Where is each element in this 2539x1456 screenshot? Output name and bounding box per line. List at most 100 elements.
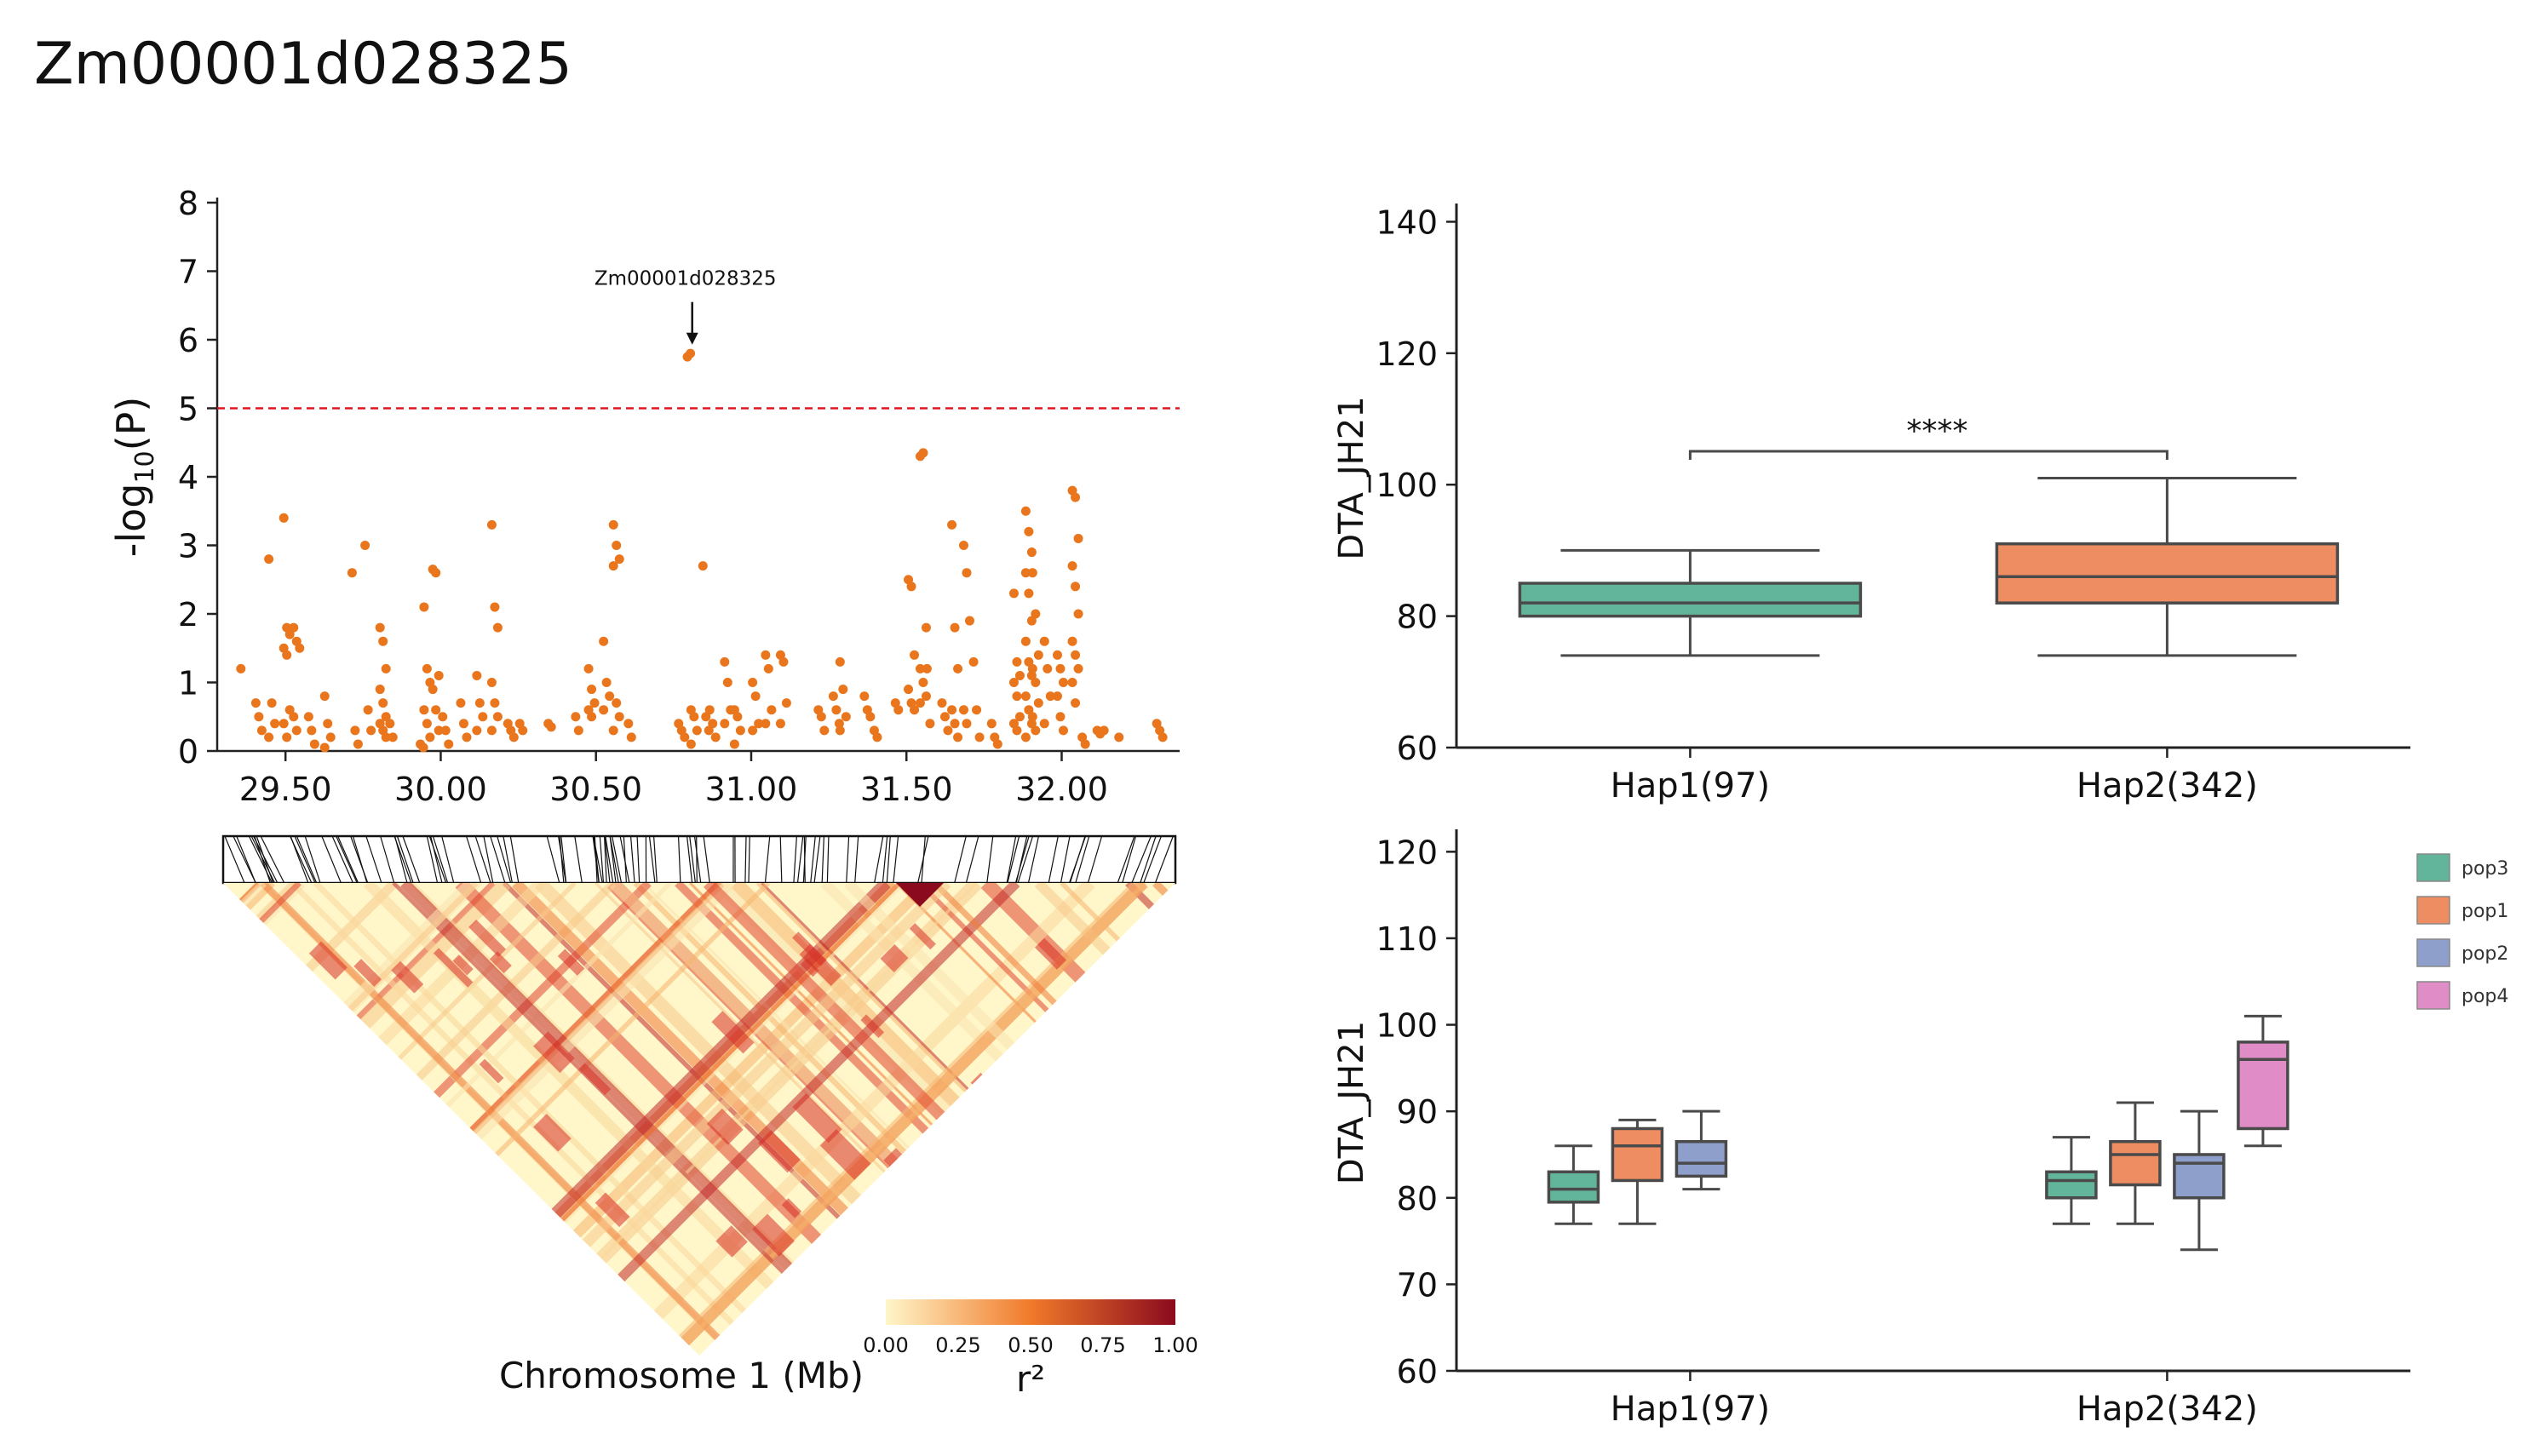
snp-point — [254, 712, 264, 722]
ld-marker-link — [1048, 835, 1059, 884]
ld-band — [980, 883, 1175, 1356]
ld-bands — [223, 883, 1175, 1356]
ld-marker-link — [509, 835, 520, 884]
ld-marker-link — [254, 835, 272, 884]
ld-marker-strip — [221, 834, 1177, 885]
snp-point — [835, 725, 845, 736]
y-tick-label: 7 — [178, 254, 198, 291]
snp-point — [1067, 636, 1077, 646]
ld-marker-link — [426, 835, 439, 884]
snp-point — [1031, 609, 1041, 619]
snp-point — [385, 719, 395, 729]
ld-block — [715, 1225, 748, 1258]
y-tick-label: 2 — [178, 596, 198, 633]
ld-marker-link — [821, 835, 824, 884]
colorbar-tick-label: 0.25 — [935, 1333, 980, 1357]
ld-block — [909, 923, 936, 950]
y-tick-label: 80 — [1397, 1180, 1438, 1218]
snp-point — [1026, 670, 1037, 680]
ld-marker-link — [696, 835, 698, 884]
ld-marker-link — [609, 835, 617, 884]
y-tick-label: 5 — [178, 391, 198, 428]
ld-marker-link — [465, 835, 482, 884]
snp-point — [838, 685, 848, 695]
snp-point — [947, 519, 957, 530]
snp-point — [363, 705, 373, 715]
snp-point — [778, 656, 789, 667]
snp-point — [366, 725, 376, 736]
ld-block — [357, 1165, 401, 1209]
ld-marker-link — [779, 835, 783, 884]
ld-colorbar — [886, 1299, 1175, 1325]
snp-point — [375, 622, 385, 633]
snp-point — [599, 705, 609, 715]
ld-marker-link — [1131, 835, 1152, 884]
ld-block — [533, 1114, 572, 1152]
x-tick-label: 30.00 — [394, 771, 487, 808]
x-tick-label: Hap1(97) — [1611, 1390, 1771, 1429]
ld-marker-link — [604, 835, 607, 884]
snp-point — [698, 561, 708, 571]
ld-marker-link — [652, 835, 658, 884]
y-tick-label: 80 — [1397, 599, 1438, 636]
ld-block — [578, 1063, 612, 1096]
ld-marker-link — [432, 835, 449, 884]
snp-point — [958, 705, 968, 715]
snp-point — [319, 691, 330, 702]
box-pop3 — [1547, 1170, 1600, 1204]
x-tick-label: 32.00 — [1015, 771, 1108, 808]
snp-point — [381, 663, 391, 674]
snp-point — [939, 712, 950, 722]
ld-marker-link — [921, 835, 926, 884]
snp-point — [1027, 663, 1037, 674]
snp-point — [546, 722, 556, 732]
x-tick-label: 31.00 — [705, 771, 798, 808]
snp-point — [462, 732, 472, 742]
ld-block — [406, 1155, 450, 1199]
y-axis-label: DTA_JH21 — [1332, 396, 1371, 559]
ld-marker-link — [304, 835, 321, 884]
snp-point — [1067, 678, 1077, 687]
snp-point — [953, 663, 963, 674]
snp-point — [419, 705, 429, 715]
ld-block — [328, 1107, 379, 1158]
snp-point — [623, 719, 634, 729]
annotation-arrowhead — [686, 332, 698, 345]
snp-point — [472, 670, 482, 680]
snp-point — [614, 554, 624, 565]
snp-point — [1024, 705, 1034, 715]
snp-point — [704, 705, 715, 715]
ld-band — [223, 883, 511, 1356]
snp-point — [1052, 650, 1062, 660]
ld-marker-link — [233, 835, 256, 884]
snp-point — [378, 636, 388, 646]
snp-point — [767, 705, 777, 715]
snp-point — [291, 725, 302, 736]
snp-point — [508, 732, 519, 742]
box-pop3 — [1518, 582, 1863, 618]
snp-point — [267, 698, 277, 708]
snp-point — [1020, 636, 1031, 646]
snp-point — [375, 685, 385, 695]
ld-marker-link — [1069, 835, 1086, 884]
ld-marker-link — [648, 835, 656, 884]
ld-block — [314, 1096, 362, 1144]
ld-marker-link — [441, 835, 455, 884]
snp-point — [1014, 670, 1025, 680]
ld-block — [391, 960, 424, 994]
snp-point — [1024, 656, 1034, 667]
snp-point — [704, 725, 714, 736]
snp-point — [775, 719, 785, 729]
ld-band — [1125, 883, 1175, 1356]
x-tick-label: Hap1(97) — [1611, 766, 1771, 805]
legend-swatch-pop2 — [2416, 938, 2450, 967]
snp-point — [1012, 725, 1022, 736]
colorbar-tick-label: 0.50 — [1008, 1333, 1053, 1357]
snp-point — [418, 742, 428, 753]
snp-point — [378, 698, 388, 708]
box-pop4 — [2237, 1040, 2289, 1131]
snp-point — [289, 622, 299, 633]
snp-point — [1073, 609, 1083, 619]
ld-block — [799, 943, 842, 986]
snp-point — [750, 691, 761, 702]
